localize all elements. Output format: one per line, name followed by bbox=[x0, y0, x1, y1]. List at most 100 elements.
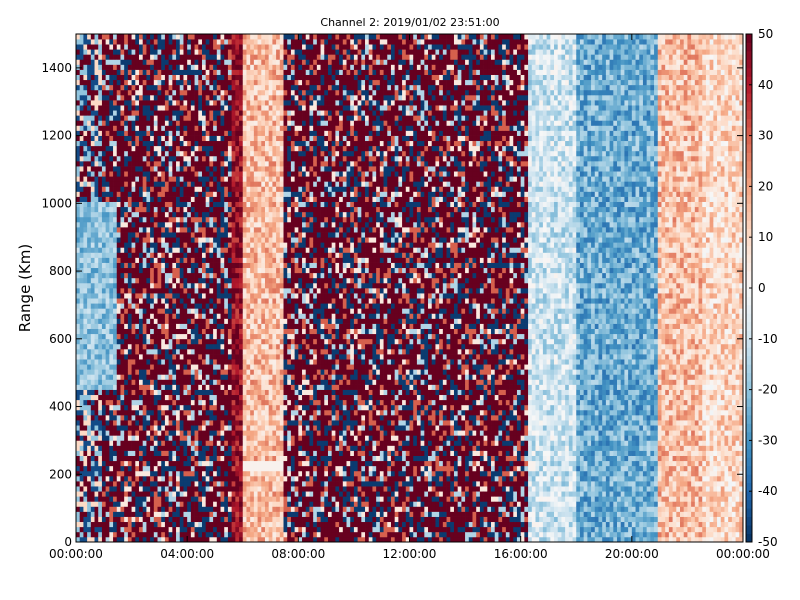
heatmap-cell bbox=[231, 282, 236, 289]
heatmap-cell bbox=[76, 171, 81, 177]
heatmap-cell bbox=[150, 206, 155, 213]
heatmap-cell bbox=[190, 125, 195, 131]
heatmap-cell bbox=[179, 455, 184, 462]
heatmap-cell bbox=[87, 384, 92, 390]
heatmap-cell bbox=[242, 272, 247, 279]
heatmap-cell bbox=[94, 196, 99, 202]
heatmap-cell bbox=[138, 34, 144, 40]
heatmap-cell bbox=[213, 526, 218, 533]
heatmap-cell bbox=[131, 282, 136, 289]
heatmap-cell bbox=[190, 501, 195, 507]
heatmap-cell bbox=[201, 420, 207, 426]
heatmap-cell bbox=[153, 155, 158, 162]
heatmap-cell bbox=[183, 201, 188, 208]
heatmap-cell bbox=[179, 252, 184, 258]
heatmap-cell bbox=[216, 536, 221, 543]
heatmap-cell bbox=[150, 536, 155, 543]
heatmap-cell bbox=[124, 374, 129, 380]
heatmap-cell bbox=[172, 135, 177, 142]
heatmap-cell bbox=[124, 293, 129, 299]
heatmap-cell bbox=[257, 465, 262, 472]
heatmap-cell bbox=[187, 237, 192, 243]
heatmap-cell bbox=[224, 496, 229, 502]
heatmap-cell bbox=[101, 196, 106, 202]
heatmap-cell bbox=[198, 526, 203, 533]
heatmap-cell bbox=[176, 440, 181, 446]
heatmap-cell bbox=[242, 455, 247, 462]
heatmap-cell bbox=[164, 181, 169, 187]
heatmap-cell bbox=[94, 262, 99, 269]
heatmap-cell bbox=[105, 450, 110, 456]
heatmap-cell bbox=[164, 323, 169, 329]
heatmap-cell bbox=[83, 257, 88, 263]
heatmap-cell bbox=[98, 74, 103, 81]
heatmap-cell bbox=[224, 242, 229, 248]
heatmap-cell bbox=[239, 130, 244, 136]
heatmap-cell bbox=[135, 150, 140, 157]
heatmap-cell bbox=[198, 399, 203, 406]
heatmap-cell bbox=[150, 491, 155, 497]
heatmap-cell bbox=[205, 227, 210, 233]
heatmap-cell bbox=[213, 389, 218, 396]
heatmap-cell bbox=[146, 298, 151, 304]
heatmap-cell bbox=[116, 313, 121, 319]
heatmap-cell bbox=[98, 384, 103, 390]
heatmap-cell bbox=[157, 257, 162, 263]
heatmap-cell bbox=[153, 221, 158, 228]
heatmap-cell bbox=[187, 161, 192, 167]
heatmap-cell bbox=[113, 491, 118, 497]
heatmap-cell bbox=[83, 252, 88, 258]
heatmap-cell bbox=[213, 430, 218, 436]
heatmap-cell bbox=[142, 155, 147, 162]
heatmap-cell bbox=[135, 460, 140, 467]
heatmap-cell bbox=[164, 399, 169, 406]
heatmap-cell bbox=[150, 79, 155, 86]
heatmap-cell bbox=[164, 511, 169, 517]
heatmap-cell bbox=[209, 79, 214, 86]
heatmap-cell bbox=[98, 369, 103, 375]
heatmap-cell bbox=[153, 450, 158, 456]
heatmap-cell bbox=[138, 242, 144, 248]
heatmap-cell bbox=[153, 257, 158, 263]
heatmap-cell bbox=[153, 374, 158, 380]
heatmap-cell bbox=[161, 191, 166, 197]
heatmap-cell bbox=[94, 374, 99, 380]
heatmap-cell bbox=[131, 39, 136, 45]
heatmap-cell bbox=[101, 120, 106, 126]
heatmap-cell bbox=[179, 521, 184, 528]
heatmap-cell bbox=[187, 460, 192, 467]
heatmap-cell bbox=[231, 354, 236, 360]
heatmap-cell bbox=[190, 425, 195, 431]
heatmap-cell bbox=[79, 298, 84, 304]
heatmap-cell bbox=[209, 69, 214, 75]
heatmap-cell bbox=[157, 501, 162, 507]
heatmap-cell bbox=[131, 94, 136, 101]
heatmap-cell bbox=[150, 125, 155, 131]
heatmap-cell bbox=[124, 470, 129, 477]
heatmap-cell bbox=[157, 237, 162, 243]
heatmap-cell bbox=[90, 89, 95, 96]
heatmap-cell bbox=[194, 79, 199, 86]
heatmap-cell bbox=[79, 318, 84, 324]
heatmap-cell bbox=[257, 191, 262, 197]
heatmap-cell bbox=[157, 486, 162, 492]
heatmap-cell bbox=[83, 465, 88, 472]
heatmap-cell bbox=[227, 262, 232, 269]
heatmap-cell bbox=[231, 59, 236, 65]
heatmap-cell bbox=[205, 155, 210, 162]
heatmap-cell bbox=[153, 130, 158, 136]
heatmap-cell bbox=[142, 404, 147, 411]
heatmap-cell bbox=[124, 399, 129, 406]
heatmap-cell bbox=[83, 125, 88, 131]
heatmap-cell bbox=[161, 161, 166, 167]
heatmap-cell bbox=[157, 49, 162, 55]
heatmap-cell bbox=[246, 420, 251, 426]
heatmap-cell bbox=[101, 511, 106, 517]
heatmap-cell bbox=[250, 100, 255, 106]
heatmap-cell bbox=[198, 130, 203, 136]
heatmap-cell bbox=[116, 364, 121, 370]
heatmap-cell bbox=[235, 394, 240, 401]
heatmap-cell bbox=[183, 486, 188, 492]
heatmap-cell bbox=[146, 272, 151, 279]
heatmap-cell bbox=[213, 460, 218, 467]
